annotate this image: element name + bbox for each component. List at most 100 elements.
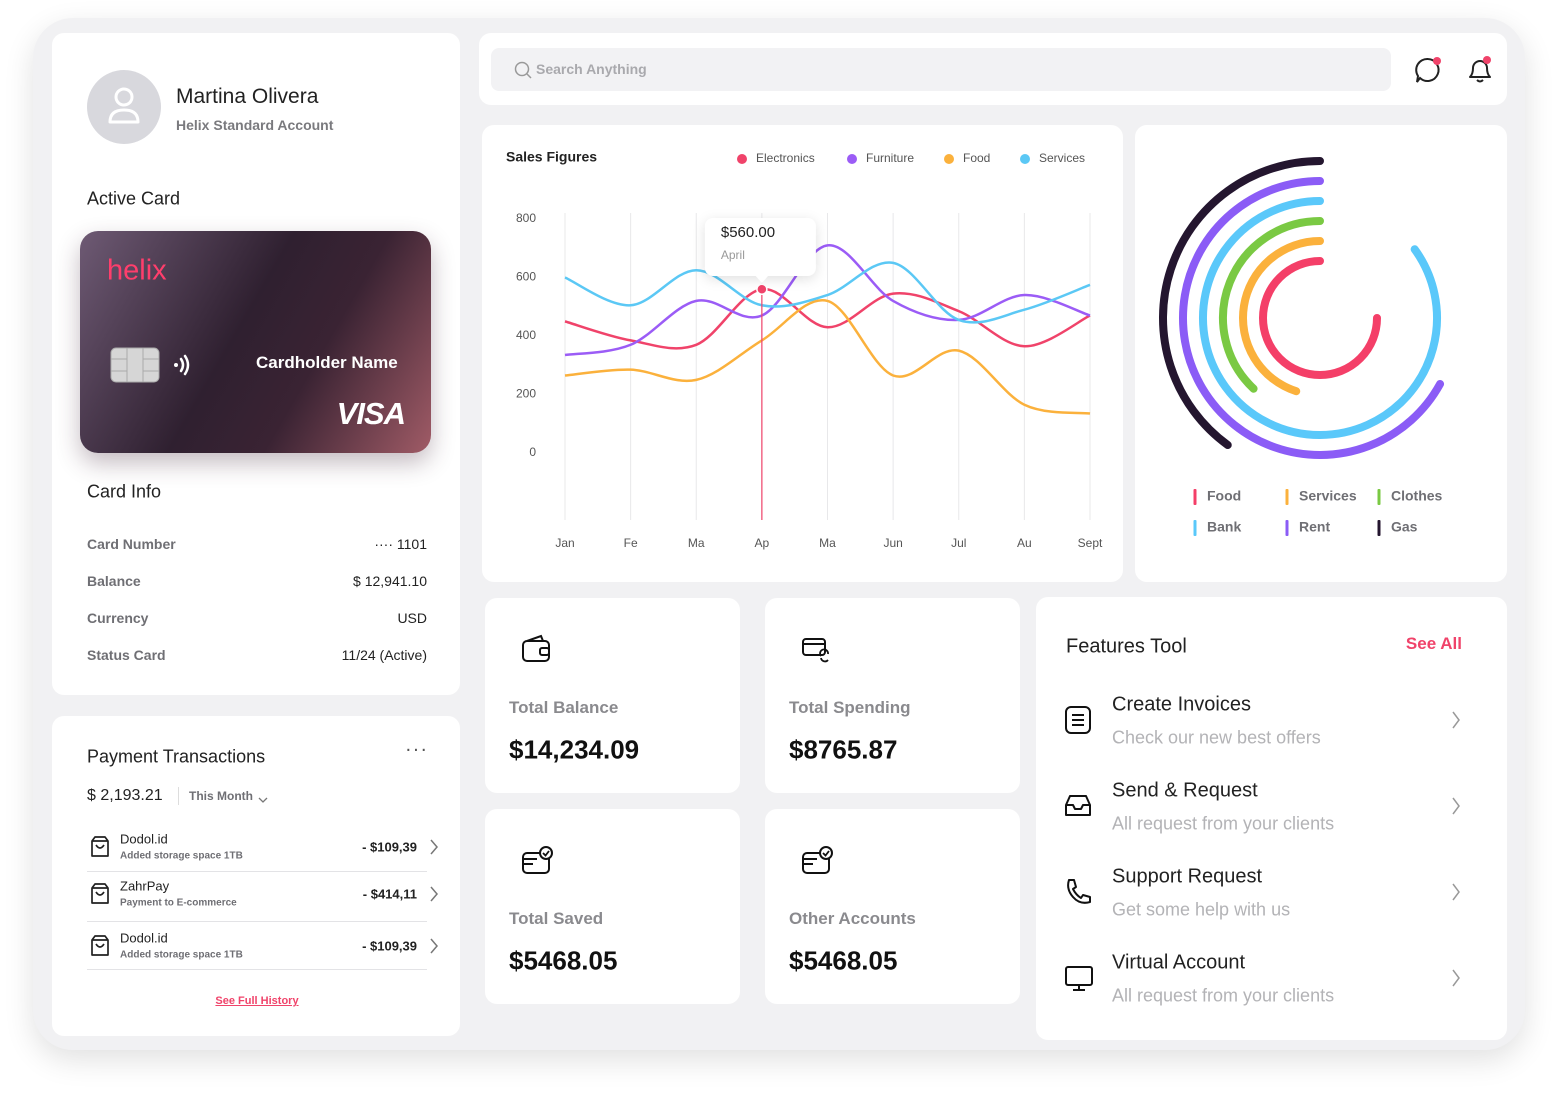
stat-icon-graphic xyxy=(522,634,550,662)
feature-title: Create Invoices xyxy=(1112,693,1251,716)
info-label: Balance xyxy=(87,573,141,589)
stat-card: Total Balance $14,234.09 xyxy=(485,598,740,793)
feature-chevron[interactable] xyxy=(1451,969,1461,987)
payments-heading: Payment Transactions xyxy=(87,746,266,767)
radial-chart: Food Services Clothes Bank Rent Gas xyxy=(1159,157,1445,536)
legend-label: Bank xyxy=(1207,519,1241,535)
transaction-description: Added storage space 1TB xyxy=(120,850,243,862)
tooltip-pointer xyxy=(754,275,769,283)
tooltip-box xyxy=(704,218,816,276)
transaction-name: Dodol.id xyxy=(120,930,168,946)
x-tick-label: Ma xyxy=(819,536,836,550)
avatar-icon-graphic xyxy=(108,87,140,124)
search-box[interactable] xyxy=(491,48,1391,91)
tooltip-value: $560.00 xyxy=(721,224,775,241)
card-network: VISA xyxy=(336,396,406,431)
avatar xyxy=(87,70,161,144)
divider xyxy=(178,787,179,805)
feature-chevron[interactable] xyxy=(1451,797,1461,815)
series-line xyxy=(564,244,1091,357)
y-tick-label: 400 xyxy=(516,328,536,342)
contactless-icon xyxy=(170,352,194,378)
stat-icon-graphic xyxy=(522,846,553,874)
features-panel xyxy=(1036,597,1507,1040)
legend-marker xyxy=(1285,520,1289,536)
feature-chevron[interactable] xyxy=(1451,711,1461,729)
history-link[interactable]: See Full History xyxy=(215,995,299,1007)
stat-label: Total Balance xyxy=(509,698,619,717)
transaction-chevron-graphic xyxy=(430,839,438,855)
legend-marker xyxy=(1377,489,1381,505)
transaction-description: Payment to E-commerce xyxy=(120,897,237,909)
info-label: Status Card xyxy=(87,647,166,663)
radial-arc xyxy=(1259,257,1381,379)
transaction-chevron-graphic xyxy=(430,886,438,902)
transaction-chevron[interactable] xyxy=(429,938,439,954)
legend-marker xyxy=(1193,520,1197,536)
hover-point xyxy=(756,283,768,295)
legend-label: Food xyxy=(963,151,990,165)
legend-marker xyxy=(1285,489,1289,505)
sales-chart: Sales Figures Electronics Furniture Food Ser… xyxy=(506,149,1103,550)
bell-icon[interactable] xyxy=(1465,55,1495,85)
stat-icon xyxy=(521,845,553,877)
y-tick-label: 0 xyxy=(529,445,536,459)
feature-icon-graphic xyxy=(1065,966,1093,991)
radial-arc xyxy=(1199,197,1441,439)
transaction-name: ZahrPay xyxy=(120,878,170,894)
legend-label: Electronics xyxy=(756,151,815,165)
legend-label: Clothes xyxy=(1391,488,1443,504)
bag-icon-graphic xyxy=(91,883,109,904)
series-line xyxy=(564,287,1091,350)
info-label: Card Number xyxy=(87,536,176,552)
stat-card: Total Saved $5468.05 xyxy=(485,809,740,1004)
search-placeholder: Search Anything xyxy=(536,61,647,77)
feature-chevron-graphic xyxy=(1452,969,1460,987)
stat-icon xyxy=(521,634,553,666)
stat-label: Total Spending xyxy=(789,698,911,717)
legend-label: Food xyxy=(1207,488,1241,504)
legend-marker xyxy=(1193,489,1197,505)
feature-subtitle: Get some help with us xyxy=(1112,899,1291,920)
feature-icon xyxy=(1064,791,1094,821)
profile-name: Martina Olivera xyxy=(176,85,319,108)
card-info-heading: Card Info xyxy=(87,481,162,502)
feature-chevron-graphic xyxy=(1452,883,1460,901)
legend-marker xyxy=(1377,520,1381,536)
card-chip xyxy=(110,347,160,383)
legend-marker xyxy=(737,154,747,164)
y-tick-label: 800 xyxy=(516,211,536,225)
info-label: Currency xyxy=(87,610,149,626)
search-icon-graphic xyxy=(514,61,532,79)
feature-icon-graphic xyxy=(1067,879,1091,904)
period-select[interactable]: This Month xyxy=(189,789,253,803)
radial-arc xyxy=(1179,177,1445,459)
x-tick-label: Ma xyxy=(688,536,705,550)
contactless-icon-graphic xyxy=(174,354,190,376)
x-tick-label: Jun xyxy=(883,536,902,550)
transaction-amount: - $109,39 xyxy=(362,938,417,954)
more-button[interactable]: ··· xyxy=(405,738,428,761)
info-value: 11/24 (Active) xyxy=(341,647,427,663)
payments-total: $ 2,193.21 xyxy=(87,787,163,804)
tooltip-category: April xyxy=(721,248,745,262)
bell-icon-graphic xyxy=(1469,56,1491,83)
stat-icon-graphic xyxy=(802,846,833,874)
chart-title: Sales Figures xyxy=(506,149,597,165)
x-tick-label: Jul xyxy=(951,536,966,550)
feature-chevron-graphic xyxy=(1452,711,1460,729)
legend-label: Services xyxy=(1299,488,1357,504)
legend-label: Rent xyxy=(1299,519,1330,535)
transaction-chevron[interactable] xyxy=(429,839,439,855)
feature-icon-graphic xyxy=(1065,706,1091,734)
feature-icon xyxy=(1064,963,1094,993)
transaction-chevron[interactable] xyxy=(429,886,439,902)
card-chip-graphic xyxy=(110,347,160,383)
legend-marker xyxy=(847,154,857,164)
chat-icon[interactable] xyxy=(1414,56,1444,84)
feature-subtitle: All request from your clients xyxy=(1112,985,1335,1006)
feature-title: Send & Request xyxy=(1112,779,1258,802)
period-chevron xyxy=(258,791,268,803)
features-link[interactable]: See All xyxy=(1405,634,1462,653)
feature-chevron[interactable] xyxy=(1451,883,1461,901)
